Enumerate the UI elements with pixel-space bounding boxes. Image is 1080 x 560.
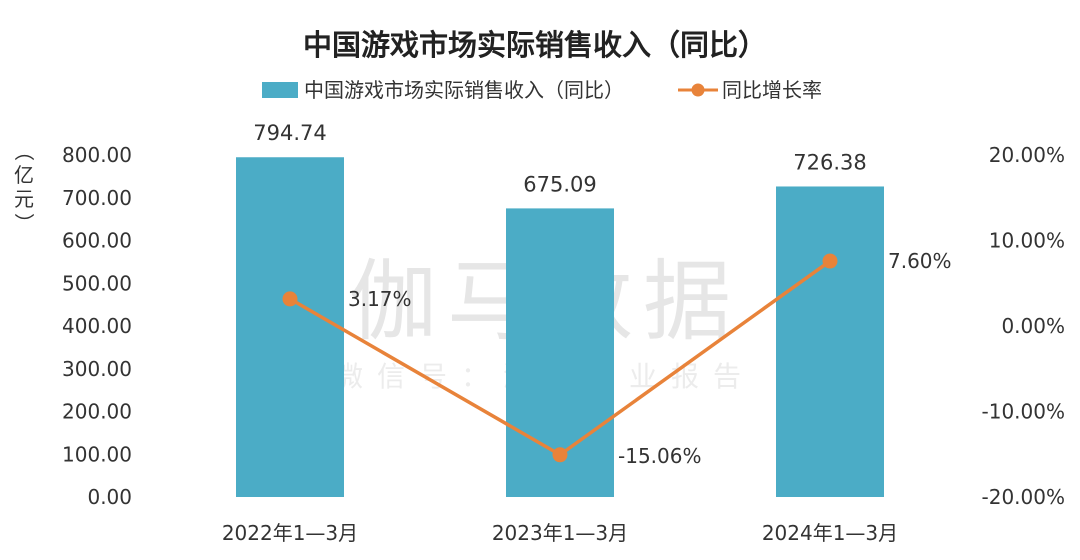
- growth-point: [282, 291, 298, 307]
- y-left-tick: 0.00: [87, 485, 132, 509]
- y-left-axis: 0.00 100.00 200.00 300.00 400.00 500.00 600.00…: [62, 143, 132, 509]
- growth-point: [822, 253, 838, 269]
- y-left-tick: 700.00: [62, 186, 132, 210]
- legend-marker-line: [691, 83, 705, 97]
- bar-value-label: 726.38: [793, 150, 866, 174]
- line-series: 3.17% -15.06% 7.60%: [282, 249, 952, 468]
- y-left-axis-label: （亿元）: [12, 141, 36, 233]
- y-right-tick: 20.00%: [989, 143, 1065, 167]
- y-right-tick: -20.00%: [982, 485, 1065, 509]
- growth-point: [552, 447, 568, 463]
- bar: [776, 186, 884, 498]
- y-left-label-char: 元: [14, 187, 34, 211]
- x-tick-label: 2024年1—3月: [762, 521, 898, 545]
- bar: [236, 157, 344, 497]
- growth-value-label: 7.60%: [888, 249, 952, 273]
- y-left-label-char: ）: [12, 213, 36, 233]
- y-left-tick: 100.00: [62, 442, 132, 466]
- x-tick-label: 2023年1—3月: [492, 521, 628, 545]
- y-left-tick: 600.00: [62, 229, 132, 253]
- x-tick-label: 2022年1—3月: [222, 521, 358, 545]
- y-right-tick: -10.00%: [982, 400, 1065, 424]
- legend-label-bar: 中国游戏市场实际销售收入（同比）: [304, 78, 624, 102]
- x-axis: 2022年1—3月 2023年1—3月 2024年1—3月: [222, 521, 898, 545]
- y-right-tick: 0.00%: [1001, 314, 1065, 338]
- y-right-tick: 10.00%: [989, 229, 1065, 253]
- legend: 中国游戏市场实际销售收入（同比） 同比增长率: [262, 78, 822, 102]
- legend-swatch-bar: [262, 82, 298, 98]
- chart-title: 中国游戏市场实际销售收入（同比）: [303, 28, 767, 62]
- growth-value-label: -15.06%: [618, 444, 701, 468]
- y-left-tick: 300.00: [62, 357, 132, 381]
- y-left-tick: 200.00: [62, 400, 132, 424]
- y-left-tick: 500.00: [62, 271, 132, 295]
- y-left-label-char: （: [12, 141, 36, 161]
- bar-labels: 794.74 675.09 726.38: [253, 121, 866, 196]
- legend-label-line: 同比增长率: [722, 78, 822, 102]
- y-right-axis: -20.00% -10.00% 0.00% 10.00% 20.00%: [982, 143, 1065, 509]
- y-left-tick: 800.00: [62, 143, 132, 167]
- growth-value-label: 3.17%: [348, 287, 412, 311]
- bar-series: [236, 157, 884, 498]
- bar-value-label: 675.09: [523, 172, 596, 196]
- y-left-tick: 400.00: [62, 314, 132, 338]
- bar-value-label: 794.74: [253, 121, 326, 145]
- y-left-label-char: 亿: [14, 163, 34, 187]
